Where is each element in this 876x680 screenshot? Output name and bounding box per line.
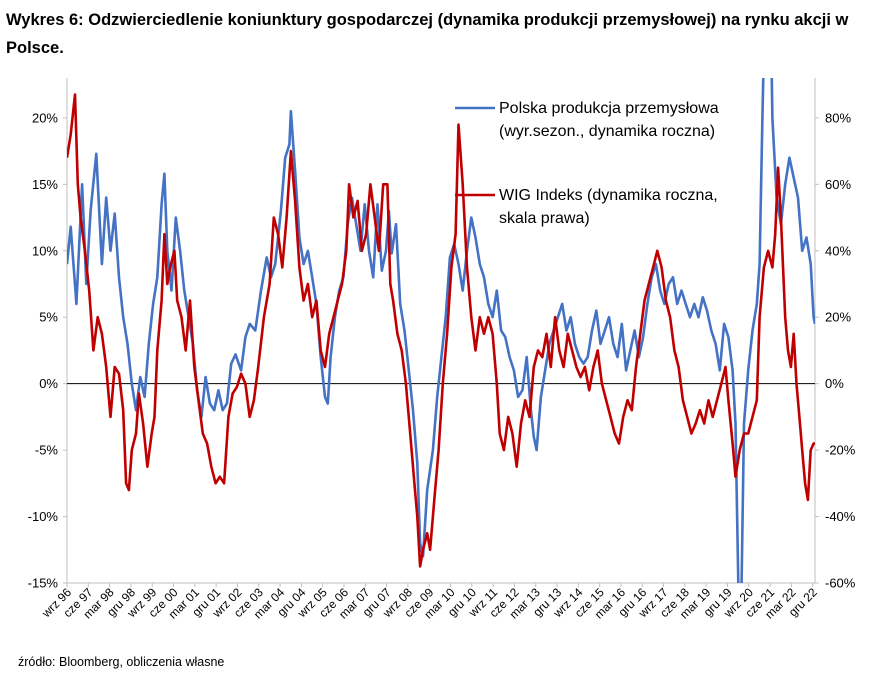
- left-tick-label: 20%: [32, 110, 58, 125]
- right-tick-label: 40%: [825, 243, 851, 258]
- right-tick-label: 80%: [825, 110, 851, 125]
- legend-label-2-line1: WIG Indeks (dynamika roczna,: [499, 187, 718, 204]
- legend-label-1-line2: (wyr.sezon., dynamika roczna): [499, 123, 715, 140]
- left-tick-label: 15%: [32, 177, 58, 192]
- legend-label-2-line2: skala prawa): [499, 210, 590, 227]
- right-tick-label: -20%: [825, 443, 856, 458]
- chart-title: Wykres 6: Odzwierciedlenie koniunktury g…: [6, 11, 849, 57]
- source-note: źródło: Bloomberg, obliczenia własne: [18, 655, 225, 669]
- right-tick-label: -60%: [825, 576, 856, 591]
- left-tick-label: -10%: [28, 509, 59, 524]
- right-tick-label: -40%: [825, 509, 856, 524]
- left-tick-label: 0%: [39, 376, 58, 391]
- legend-label-1-line1: Polska produkcja przemysłowa: [499, 100, 719, 117]
- wig-series-line: [67, 93, 815, 568]
- left-tick-label: -15%: [28, 576, 59, 591]
- left-tick-label: 10%: [32, 243, 58, 258]
- left-tick-label: -5%: [35, 443, 59, 458]
- production-series-line: [67, 78, 815, 583]
- left-tick-label: 5%: [39, 310, 58, 325]
- right-tick-label: 0%: [825, 376, 844, 391]
- right-tick-label: 60%: [825, 177, 851, 192]
- right-tick-label: 20%: [825, 310, 851, 325]
